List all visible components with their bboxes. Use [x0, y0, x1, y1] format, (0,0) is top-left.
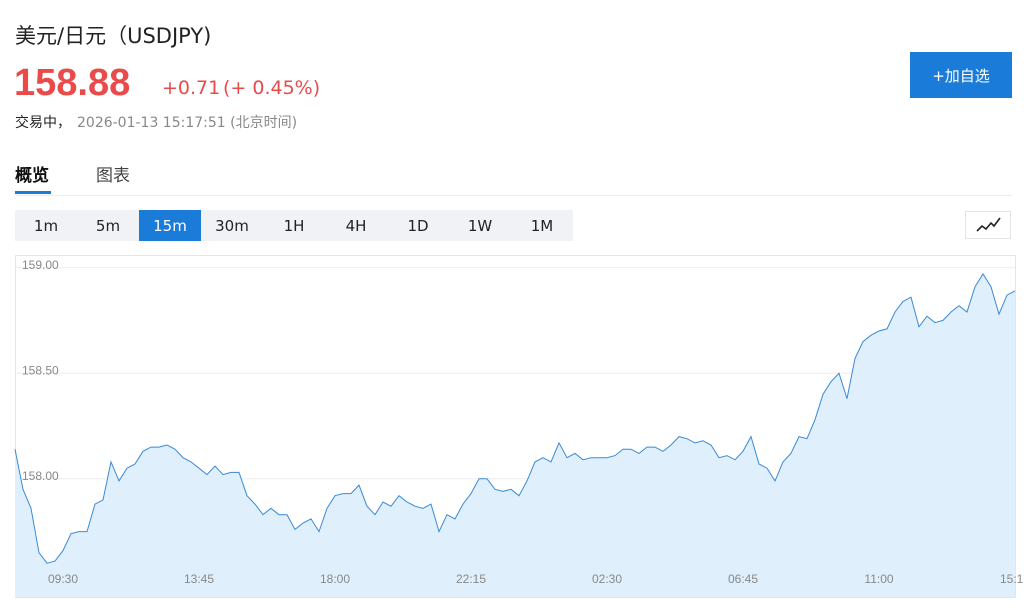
- timestamp: 2026-01-13 15:17:51 (北京时间): [77, 115, 298, 131]
- area-fill: [15, 274, 1015, 597]
- change: +0.71: [162, 77, 221, 99]
- x-tick-label: 11:00: [864, 572, 893, 586]
- y-tick-label: 158.00: [22, 469, 59, 483]
- y-tick-label: 159.00: [22, 258, 59, 272]
- x-tick-label: 18:00: [320, 572, 350, 586]
- x-tick-label: 15:15: [1000, 572, 1024, 586]
- status: 交易中，: [15, 115, 71, 131]
- interval-button[interactable]: 30m: [215, 216, 249, 235]
- watch-button[interactable]: +加自选: [910, 52, 1012, 98]
- price-line: [14, 273, 1016, 564]
- interval-button[interactable]: 4H: [345, 216, 367, 235]
- chart: 159.00158.50158.00157.5009:3013:4518:002…: [14, 255, 1024, 598]
- interval-button[interactable]: 1D: [407, 216, 429, 235]
- tab[interactable]: 概览: [15, 166, 49, 186]
- x-tick-label: 02:30: [592, 572, 622, 586]
- x-tick-label: 13:45: [184, 572, 214, 586]
- x-tick-label: 09:30: [48, 572, 78, 586]
- interval-button[interactable]: 1H: [283, 216, 305, 235]
- divider: [15, 195, 1012, 196]
- plot-frame: [15, 255, 1016, 598]
- x-tick-label: 22:15: [456, 572, 486, 586]
- price: 158.88: [14, 62, 131, 104]
- interval-button[interactable]: 5m: [95, 216, 121, 235]
- y-tick-label: 158.50: [22, 363, 59, 377]
- interval-button[interactable]: 1W: [467, 216, 493, 235]
- title: 美元/日元（USDJPY): [15, 24, 212, 48]
- chart-style-button[interactable]: [965, 211, 1011, 239]
- interval-button[interactable]: 1M: [530, 216, 554, 235]
- interval-bar: 1m 5m 15m 30m 1H 4H 1D 1W 1M: [15, 210, 573, 241]
- change-percent: (+ 0.45%): [223, 77, 321, 99]
- interval-button[interactable]: 1m: [33, 216, 59, 235]
- tab-indicator: [15, 191, 51, 194]
- interval-button[interactable]: 15m: [139, 210, 201, 241]
- tab[interactable]: 图表: [96, 166, 130, 186]
- x-tick-label: 06:45: [728, 572, 758, 586]
- line-icon: [976, 217, 1001, 232]
